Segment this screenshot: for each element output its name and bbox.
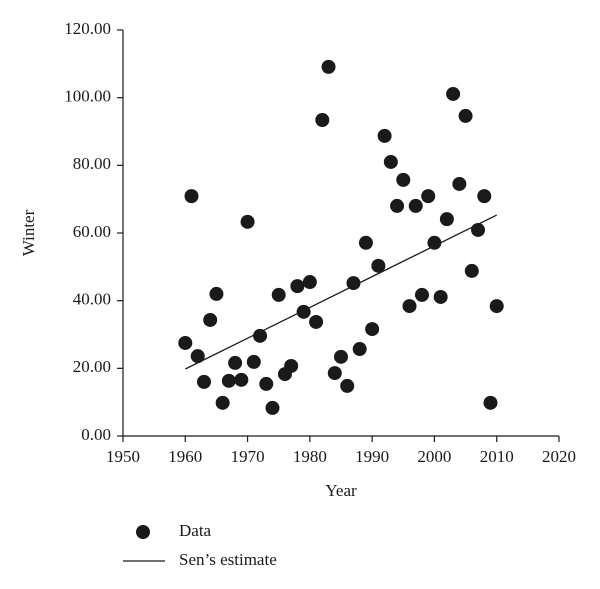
x-tick-label: 2010 xyxy=(480,447,514,466)
data-point xyxy=(265,400,280,415)
data-point xyxy=(315,112,330,127)
data-point xyxy=(196,374,211,389)
data-point xyxy=(352,342,367,357)
data-point xyxy=(427,235,442,250)
data-point xyxy=(471,222,486,237)
y-tick-label: 80.00 xyxy=(73,154,111,173)
data-point xyxy=(203,312,218,327)
data-point xyxy=(290,279,305,294)
data-point xyxy=(253,328,268,343)
data-point xyxy=(221,373,236,388)
data-point xyxy=(346,276,361,291)
data-point xyxy=(228,355,243,370)
data-point xyxy=(477,189,492,204)
data-point xyxy=(396,172,411,187)
x-tick-label: 1980 xyxy=(293,447,327,466)
data-point xyxy=(408,198,423,213)
data-point xyxy=(271,287,286,302)
data-point xyxy=(421,189,436,204)
data-point xyxy=(433,289,448,304)
data-point xyxy=(452,176,467,191)
data-point xyxy=(327,366,342,381)
data-point xyxy=(284,358,299,373)
data-point xyxy=(296,304,311,319)
y-tick-label: 100.00 xyxy=(64,87,111,106)
data-point xyxy=(402,299,417,314)
y-tick-label: 120.00 xyxy=(64,19,111,38)
x-tick-label: 2020 xyxy=(542,447,576,466)
data-point xyxy=(446,86,461,101)
data-point xyxy=(439,212,454,227)
legend-label: Data xyxy=(179,521,212,540)
y-tick-label: 0.00 xyxy=(81,425,111,444)
data-point xyxy=(184,189,199,204)
legend-label: Sen’s estimate xyxy=(179,550,277,569)
y-axis-label: Winter xyxy=(19,209,38,256)
x-tick-label: 2000 xyxy=(417,447,451,466)
data-point xyxy=(383,154,398,169)
data-point xyxy=(371,258,386,273)
data-point xyxy=(483,395,498,410)
data-point xyxy=(259,376,274,391)
data-point xyxy=(178,335,193,350)
data-point xyxy=(190,349,205,364)
data-point xyxy=(309,314,324,329)
data-point xyxy=(414,287,429,302)
data-point xyxy=(358,235,373,250)
x-tick-label: 1990 xyxy=(355,447,389,466)
data-point xyxy=(215,395,230,410)
data-point xyxy=(321,59,336,74)
x-tick-label: 1960 xyxy=(168,447,202,466)
data-point xyxy=(464,263,479,278)
y-tick-label: 20.00 xyxy=(73,357,111,376)
x-tick-label: 1950 xyxy=(106,447,140,466)
data-point xyxy=(458,108,473,123)
x-tick-label: 1970 xyxy=(231,447,265,466)
data-point xyxy=(340,378,355,393)
data-point xyxy=(209,286,224,301)
y-tick-label: 60.00 xyxy=(73,222,111,241)
trend-line xyxy=(184,214,498,370)
data-point xyxy=(240,214,255,229)
data-point xyxy=(390,198,405,213)
data-point xyxy=(377,128,392,143)
legend-marker xyxy=(136,525,150,539)
data-point xyxy=(334,349,348,364)
data-point xyxy=(489,299,504,314)
y-tick-label: 40.00 xyxy=(73,290,111,309)
data-point xyxy=(302,275,317,290)
data-point xyxy=(365,322,380,337)
x-axis-label: Year xyxy=(325,481,357,500)
data-point xyxy=(246,354,261,369)
data-point xyxy=(234,372,249,387)
